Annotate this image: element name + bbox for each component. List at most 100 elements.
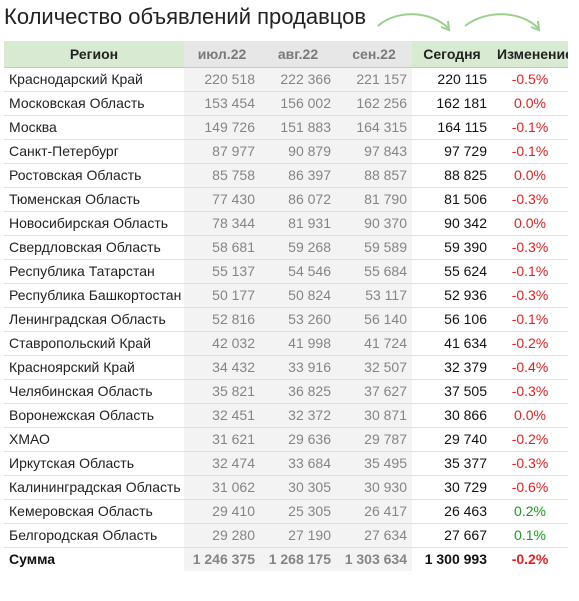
cell-change: -0.1%: [492, 307, 568, 332]
cell-region: Иркутская Область: [4, 451, 184, 476]
cell-jul: 58 681: [184, 235, 260, 260]
cell-today: 35 377: [412, 451, 492, 476]
table-row: Санкт-Петербург 87 977 90 879 97 843 97 729-…: [4, 139, 568, 164]
cell-sep: 32 507: [336, 355, 412, 380]
cell-jul: 149 726: [184, 115, 260, 140]
cell-aug: 222 366: [260, 67, 336, 92]
table-row: Белгородская Область 29 280 27 190 27 634 27…: [4, 523, 568, 548]
cell-change: -0.6%: [492, 475, 568, 500]
cell-region: Сумма: [4, 547, 184, 571]
cell-region: Новосибирская Область: [4, 211, 184, 236]
cell-change: 0.0%: [492, 403, 568, 428]
cell-jul: 87 977: [184, 139, 260, 164]
header-aug: авг.22: [260, 41, 336, 68]
cell-today: 30 866: [412, 403, 492, 428]
cell-change: 0.0%: [492, 211, 568, 236]
cell-aug: 86 072: [260, 187, 336, 212]
header-region: Регион: [4, 41, 184, 68]
cell-change: -0.2%: [492, 547, 568, 571]
cell-aug: 151 883: [260, 115, 336, 140]
curved-arrow-icon: [377, 13, 451, 32]
header-jul: июл.22: [184, 41, 260, 68]
cell-region: Ростовская Область: [4, 163, 184, 188]
table-row: Московская Область 153 454 156 002 162 256 1…: [4, 91, 568, 116]
cell-sep: 162 256: [336, 91, 412, 116]
cell-jul: 52 816: [184, 307, 260, 332]
table-row: Ростовская Область 85 758 86 397 88 857 88 8…: [4, 163, 568, 188]
cell-change: 0.1%: [492, 523, 568, 548]
cell-sep: 56 140: [336, 307, 412, 332]
table-row: Воронежская Область 32 451 32 372 30 871 30 …: [4, 403, 568, 428]
cell-aug: 27 190: [260, 523, 336, 548]
cell-jul: 31 062: [184, 475, 260, 500]
cell-sep: 37 627: [336, 379, 412, 404]
table-row: ХМАО 31 621 29 636 29 787 29 740 -0.2%: [4, 427, 568, 452]
cell-jul: 50 177: [184, 283, 260, 308]
cell-jul: 31 621: [184, 427, 260, 452]
cell-region: Ленинградская Область: [4, 307, 184, 332]
cell-today: 41 634: [412, 331, 492, 356]
cell-today: 88 825: [412, 163, 492, 188]
cell-jul: 1 246 375: [184, 547, 260, 571]
cell-jul: 32 451: [184, 403, 260, 428]
table-row: Иркутская Область 32 474 33 684 35 495 35 37…: [4, 451, 568, 476]
table-row: Новосибирская Область 78 344 81 931 90 370 9…: [4, 211, 568, 236]
cell-change: -0.4%: [492, 355, 568, 380]
cell-aug: 90 879: [260, 139, 336, 164]
cell-sep: 55 684: [336, 259, 412, 284]
cell-today: 27 667: [412, 523, 492, 548]
cell-jul: 35 821: [184, 379, 260, 404]
cell-region: Краснодарский Край: [4, 67, 184, 92]
cell-sep: 30 871: [336, 403, 412, 428]
cell-aug: 41 998: [260, 331, 336, 356]
cell-today: 29 740: [412, 427, 492, 452]
cell-jul: 85 758: [184, 163, 260, 188]
cell-region: Московская Область: [4, 91, 184, 116]
table-row: Ставропольский Край 42 032 41 998 41 724 41 …: [4, 331, 568, 356]
cell-sep: 97 843: [336, 139, 412, 164]
cell-change: -0.5%: [492, 67, 568, 92]
cell-sep: 1 303 634: [336, 547, 412, 571]
cell-sep: 30 930: [336, 475, 412, 500]
cell-sep: 53 117: [336, 283, 412, 308]
sellers-table: Регион июл.22 авг.22 сен.22 Сегодня Изме…: [4, 41, 568, 571]
cell-sep: 27 634: [336, 523, 412, 548]
cell-sep: 88 857: [336, 163, 412, 188]
cell-aug: 32 372: [260, 403, 336, 428]
cell-aug: 29 636: [260, 427, 336, 452]
table-row: Краснодарский Край 220 518 222 366 221 157 2…: [4, 67, 568, 92]
cell-region: Республика Башкортостан: [4, 283, 184, 308]
table-row: Республика Татарстан 55 137 54 546 55 684 55…: [4, 259, 568, 284]
cell-change: -0.1%: [492, 139, 568, 164]
cell-today: 1 300 993: [412, 547, 492, 571]
header-sep: сен.22: [336, 41, 412, 68]
cell-aug: 81 931: [260, 211, 336, 236]
cell-sep: 164 315: [336, 115, 412, 140]
cell-aug: 59 268: [260, 235, 336, 260]
cell-jul: 220 518: [184, 67, 260, 92]
cell-jul: 29 410: [184, 499, 260, 524]
table-row: Кемеровская Область 29 410 25 305 26 417 26 …: [4, 499, 568, 524]
cell-change: -0.2%: [492, 331, 568, 356]
cell-region: Республика Татарстан: [4, 259, 184, 284]
page-title: Количество объявлений продавцов: [4, 4, 367, 29]
table-header-row: Регион июл.22 авг.22 сен.22 Сегодня Изме…: [4, 41, 568, 68]
cell-jul: 55 137: [184, 259, 260, 284]
table-row: Калининградская Область 31 062 30 305 30 93…: [4, 475, 568, 500]
cell-aug: 50 824: [260, 283, 336, 308]
cell-today: 32 379: [412, 355, 492, 380]
cell-change: -0.3%: [492, 451, 568, 476]
cell-jul: 77 430: [184, 187, 260, 212]
cell-sep: 29 787: [336, 427, 412, 452]
cell-region: Ставропольский Край: [4, 331, 184, 356]
cell-today: 220 115: [412, 67, 492, 92]
cell-jul: 153 454: [184, 91, 260, 116]
cell-sep: 59 589: [336, 235, 412, 260]
cell-region: Санкт-Петербург: [4, 139, 184, 164]
cell-region: Красноярский Край: [4, 355, 184, 380]
table-body: Краснодарский Край 220 518 222 366 221 157 2…: [4, 67, 568, 571]
cell-region: Тюменская Область: [4, 187, 184, 212]
cell-today: 55 624: [412, 259, 492, 284]
table-row: Москва 149 726 151 883 164 315 164 115 -0.1%: [4, 115, 568, 140]
cell-aug: 54 546: [260, 259, 336, 284]
